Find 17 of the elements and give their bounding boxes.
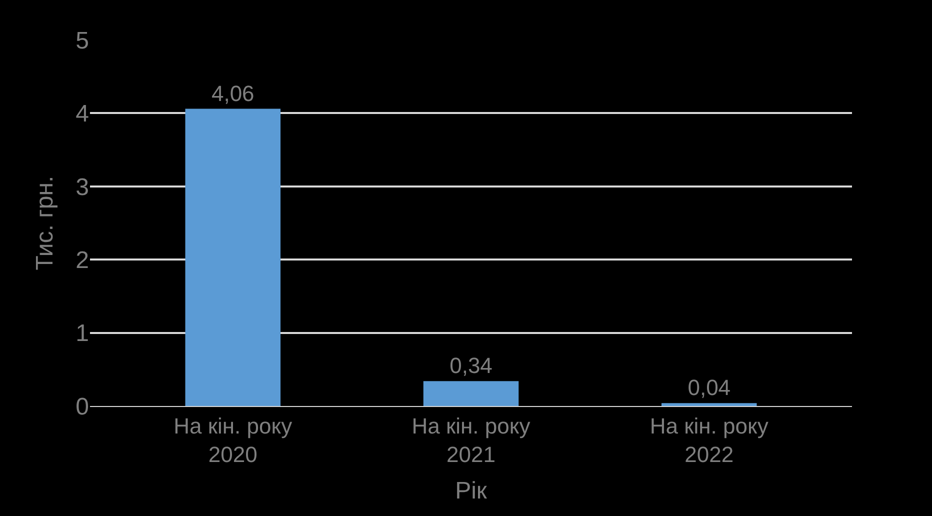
y-tick-label: 4 xyxy=(76,100,89,128)
bar xyxy=(185,108,280,406)
y-tick-label: 2 xyxy=(76,247,89,274)
x-tick-label: На кін. року 2022 xyxy=(650,413,768,467)
x-axis-title: Рік xyxy=(455,477,488,504)
y-tick-label: 5 xyxy=(76,27,89,54)
bar xyxy=(423,381,519,406)
y-tick-label: 1 xyxy=(76,320,89,348)
data-label: 4,06 xyxy=(211,80,254,106)
bar xyxy=(662,403,757,406)
y-tick-label: 3 xyxy=(76,174,89,201)
x-tick-label: На кін. року 2021 xyxy=(412,413,530,467)
data-label: 0,04 xyxy=(688,375,731,400)
y-tick-label: 0 xyxy=(76,393,89,420)
data-label: 0,34 xyxy=(450,353,492,378)
x-tick-label: На кін. року 2020 xyxy=(174,413,292,467)
y-axis-title: Тис. грн. xyxy=(32,176,59,270)
